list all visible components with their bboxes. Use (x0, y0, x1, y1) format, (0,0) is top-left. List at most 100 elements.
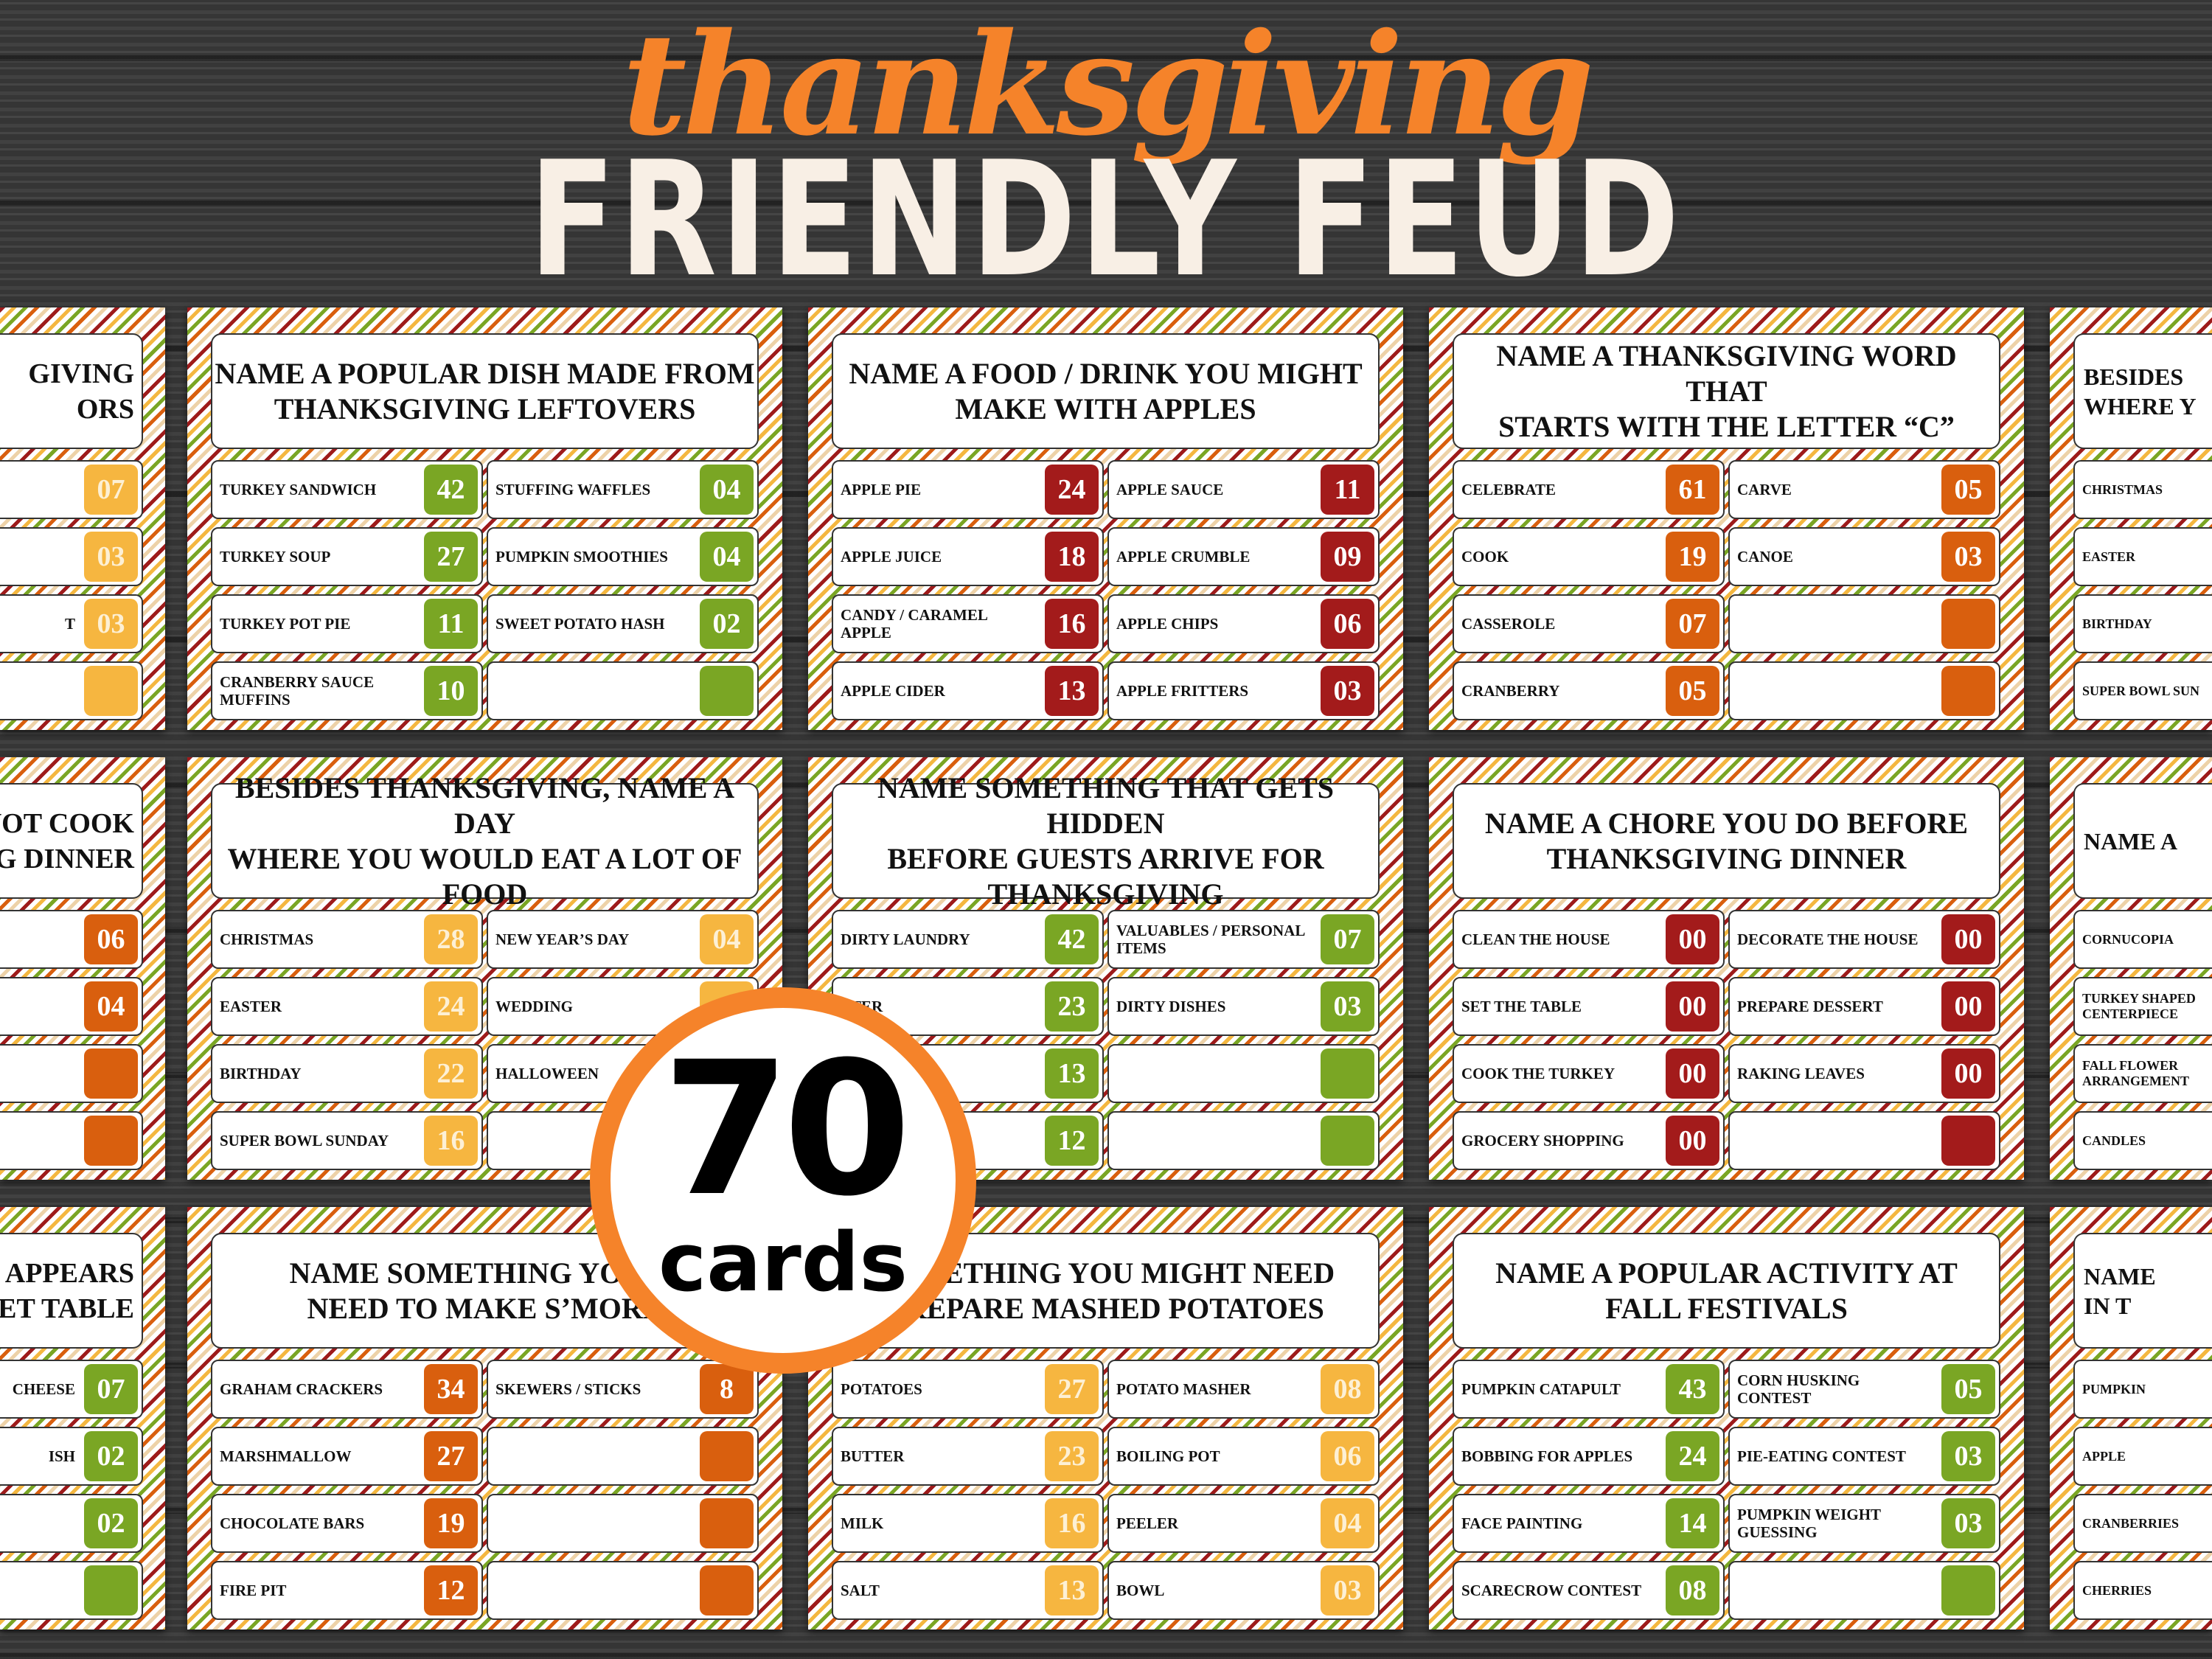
answer-row[interactable] (0, 661, 143, 720)
answer-row[interactable]: COOK THE TURKEY 00 (1453, 1044, 1725, 1103)
answer-row[interactable] (1107, 1111, 1380, 1170)
feud-card[interactable]: NOT COOK G DINNER 06 04 (0, 757, 165, 1180)
answer-row[interactable]: CRANBERRY 05 (1453, 661, 1725, 720)
answer-row[interactable] (0, 1561, 143, 1620)
feud-card[interactable]: NAME IN T PUMPKIN APPLE CRANBERRIES CHERRIES (2050, 1207, 2212, 1630)
answer-row[interactable]: BUTTER 23 (832, 1427, 1104, 1486)
answer-row[interactable]: T 03 (0, 594, 143, 653)
answer-row[interactable]: TURKEY POT PIE 11 (211, 594, 483, 653)
answer-row[interactable]: CLEAN THE HOUSE 00 (1453, 910, 1725, 969)
feud-card[interactable]: GIVING ORS 07 03 T 03 (0, 307, 165, 730)
answer-row[interactable]: PIE-EATING CONTEST 03 (1728, 1427, 2000, 1486)
answer-row[interactable]: SET THE TABLE 00 (1453, 977, 1725, 1036)
answer-row[interactable] (0, 1111, 143, 1170)
feud-card[interactable]: BESIDES THANKSGIVING, NAME A DAY WHERE YO… (187, 757, 782, 1180)
feud-card[interactable]: NAME A THANKSGIVING WORD THAT STARTS WITH… (1429, 307, 2024, 730)
answer-row[interactable]: SUPER BOWL SUN (2073, 661, 2212, 720)
answer-row[interactable]: APPLE CHIPS 06 (1107, 594, 1380, 653)
answer-row[interactable] (1728, 1111, 2000, 1170)
answer-row[interactable] (487, 1561, 759, 1620)
answer-row[interactable]: GROCERY SHOPPING 00 (1453, 1111, 1725, 1170)
answer-row[interactable]: GRAHAM CRACKERS 34 (211, 1360, 483, 1419)
answer-row[interactable]: APPLE CRUMBLE 09 (1107, 527, 1380, 586)
answer-row[interactable]: CORN HUSKING CONTEST 05 (1728, 1360, 2000, 1419)
answer-row[interactable]: VALUABLES / PERSONAL ITEMS 07 (1107, 910, 1380, 969)
answer-row[interactable]: BIRTHDAY 22 (211, 1044, 483, 1103)
answer-row[interactable]: 06 (0, 910, 143, 969)
answer-row[interactable]: CHOCOLATE BARS 19 (211, 1494, 483, 1553)
answer-row[interactable]: SKEWERS / STICKS 8 (487, 1360, 759, 1419)
answer-row[interactable]: PUMPKIN WEIGHT GUESSING 03 (1728, 1494, 2000, 1553)
answer-row[interactable]: FALL FLOWER ARRANGEMENT (2073, 1044, 2212, 1103)
feud-card[interactable]: BESIDES WHERE Y CHRISTMAS EASTER BIRTHDAY SUP… (2050, 307, 2212, 730)
answer-row[interactable]: NEW YEAR’S DAY 04 (487, 910, 759, 969)
feud-card[interactable]: APPEARS ET TABLE CHEESE 07 ISH 02 02 (0, 1207, 165, 1630)
answer-row[interactable]: PUMPKIN SMOOTHIES 04 (487, 527, 759, 586)
answer-row[interactable]: APPLE (2073, 1427, 2212, 1486)
answer-row[interactable] (1107, 1044, 1380, 1103)
feud-card[interactable]: NAME A POPULAR ACTIVITY AT FALL FESTIVALS… (1429, 1207, 2024, 1630)
answer-row[interactable]: SUPER BOWL SUNDAY 16 (211, 1111, 483, 1170)
answer-row[interactable] (487, 1494, 759, 1553)
answer-row[interactable]: EASTER 24 (211, 977, 483, 1036)
answer-row[interactable]: CELEBRATE 61 (1453, 460, 1725, 519)
answer-row[interactable] (1728, 594, 2000, 653)
answer-row[interactable]: POTATOES 27 (832, 1360, 1104, 1419)
answer-row[interactable]: BIRTHDAY (2073, 594, 2212, 653)
answer-row[interactable]: 07 (0, 460, 143, 519)
answer-row[interactable]: DECORATE THE HOUSE 00 (1728, 910, 2000, 969)
answer-row[interactable] (0, 1044, 143, 1103)
answer-row[interactable] (487, 661, 759, 720)
answer-row[interactable]: PREPARE DESSERT 00 (1728, 977, 2000, 1036)
answer-row[interactable]: POTATO MASHER 08 (1107, 1360, 1380, 1419)
answer-row[interactable]: STUFFING WAFFLES 04 (487, 460, 759, 519)
answer-row[interactable]: SALT 13 (832, 1561, 1104, 1620)
answer-row[interactable]: CHERRIES (2073, 1561, 2212, 1620)
answer-row[interactable]: APPLE FRITTERS 03 (1107, 661, 1380, 720)
answer-row[interactable]: CARVE 05 (1728, 460, 2000, 519)
answer-row[interactable]: RAKING LEAVES 00 (1728, 1044, 2000, 1103)
answer-row[interactable]: BOILING POT 06 (1107, 1427, 1380, 1486)
answer-row[interactable]: COOK 19 (1453, 527, 1725, 586)
answer-row[interactable]: CASSEROLE 07 (1453, 594, 1725, 653)
answer-row[interactable]: APPLE CIDER 13 (832, 661, 1104, 720)
answer-row[interactable]: SCARECROW CONTEST 08 (1453, 1561, 1725, 1620)
feud-card[interactable]: NAME A CHORE YOU DO BEFORE THANKSGIVING D… (1429, 757, 2024, 1180)
answer-row[interactable]: APPLE JUICE 18 (832, 527, 1104, 586)
answer-row[interactable]: TURKEY SHAPED CENTERPIECE (2073, 977, 2212, 1036)
answer-row[interactable]: 04 (0, 977, 143, 1036)
answer-row[interactable]: PEELER 04 (1107, 1494, 1380, 1553)
answer-row[interactable]: CRANBERRY SAUCE MUFFINS 10 (211, 661, 483, 720)
answer-row[interactable]: TURKEY SOUP 27 (211, 527, 483, 586)
answer-row[interactable]: 02 (0, 1494, 143, 1553)
answer-row[interactable]: MILK 16 (832, 1494, 1104, 1553)
answer-row[interactable]: APPLE SAUCE 11 (1107, 460, 1380, 519)
answer-row[interactable]: EASTER (2073, 527, 2212, 586)
answer-row[interactable] (1728, 1561, 2000, 1620)
feud-card[interactable]: NAME A CORNUCOPIA TURKEY SHAPED CENTERPIEC… (2050, 757, 2212, 1180)
answer-row[interactable]: DIRTY LAUNDRY 42 (832, 910, 1104, 969)
answer-row[interactable]: CHRISTMAS 28 (211, 910, 483, 969)
answer-row[interactable]: CANDLES (2073, 1111, 2212, 1170)
answer-row[interactable]: PUMPKIN CATAPULT 43 (1453, 1360, 1725, 1419)
answer-row[interactable] (487, 1427, 759, 1486)
answer-row[interactable] (1728, 661, 2000, 720)
answer-row[interactable]: CORNUCOPIA (2073, 910, 2212, 969)
answer-row[interactable]: 03 (0, 527, 143, 586)
feud-card[interactable]: NAME A POPULAR DISH MADE FROM THANKSGIVIN… (187, 307, 782, 730)
answer-row[interactable]: DIRTY DISHES 03 (1107, 977, 1380, 1036)
answer-row[interactable]: CRANBERRIES (2073, 1494, 2212, 1553)
answer-row[interactable]: FACE PAINTING 14 (1453, 1494, 1725, 1553)
answer-row[interactable]: CANDY / CARAMEL APPLE 16 (832, 594, 1104, 653)
answer-row[interactable]: CHRISTMAS (2073, 460, 2212, 519)
answer-row[interactable]: SWEET POTATO HASH 02 (487, 594, 759, 653)
answer-row[interactable]: BOBBING FOR APPLES 24 (1453, 1427, 1725, 1486)
answer-row[interactable]: FIRE PIT 12 (211, 1561, 483, 1620)
answer-row[interactable]: APPLE PIE 24 (832, 460, 1104, 519)
answer-row[interactable]: MARSHMALLOW 27 (211, 1427, 483, 1486)
feud-card[interactable]: NAME A FOOD / DRINK YOU MIGHT MAKE WITH A… (808, 307, 1403, 730)
answer-row[interactable]: BOWL 03 (1107, 1561, 1380, 1620)
answer-row[interactable]: CHEESE 07 (0, 1360, 143, 1419)
answer-row[interactable]: TURKEY SANDWICH 42 (211, 460, 483, 519)
answer-row[interactable]: PUMPKIN (2073, 1360, 2212, 1419)
